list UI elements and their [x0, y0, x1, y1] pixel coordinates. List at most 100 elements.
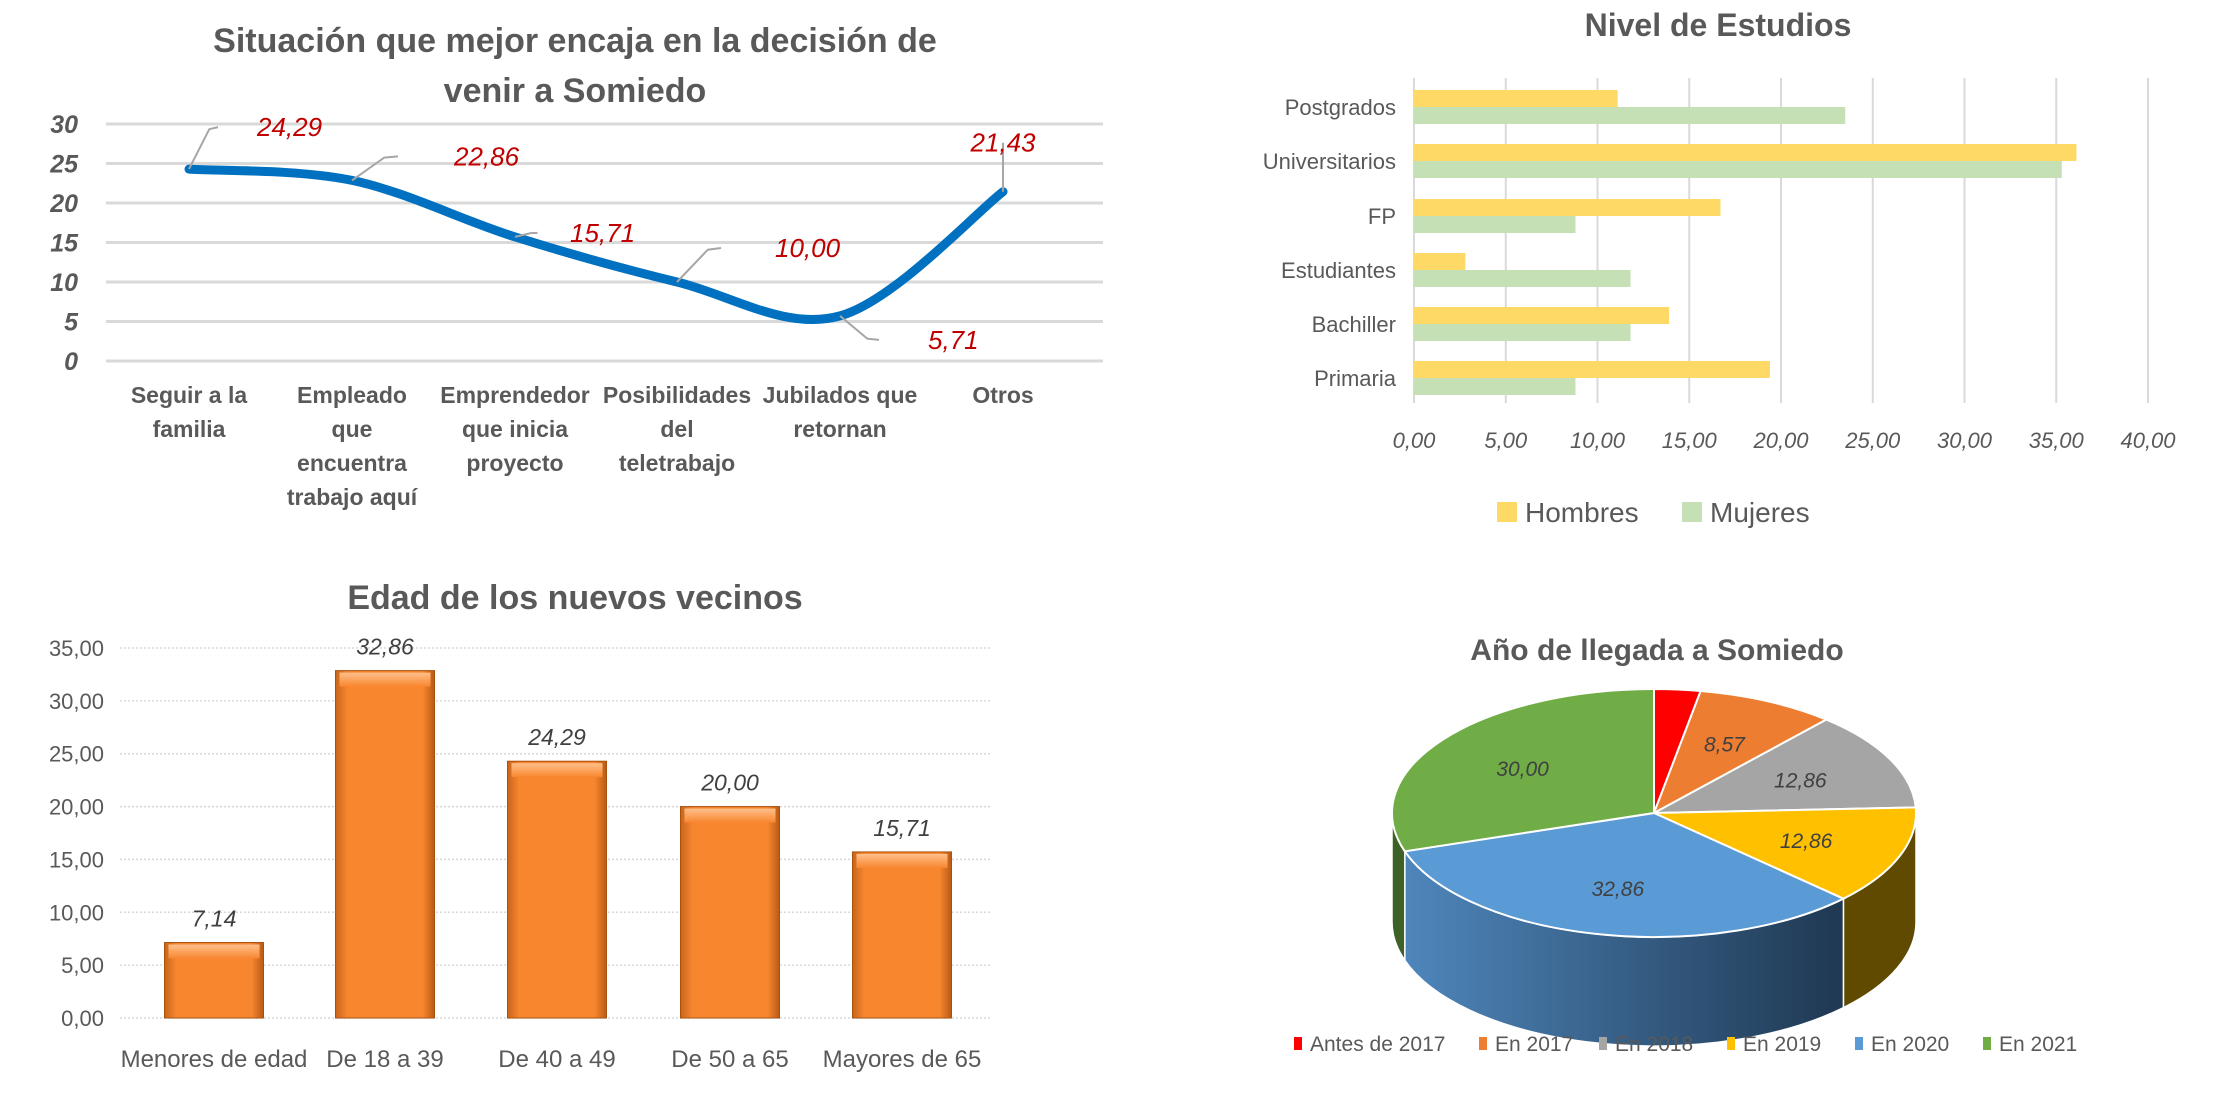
x-category-label: proyecto	[466, 450, 563, 476]
bar-hombres	[1414, 361, 1770, 378]
y-category-label: Estudiantes	[1281, 258, 1396, 283]
legend-label: Hombres	[1525, 497, 1639, 528]
legend-label: En 2019	[1743, 1033, 1821, 1056]
y-tick-label: 0,00	[61, 1006, 104, 1031]
bar-bevel	[168, 944, 260, 959]
x-tick-label: 35,00	[2029, 428, 2085, 453]
y-tick-label: 15	[50, 230, 79, 258]
pie-slice	[1653, 718, 1917, 814]
x-category-label: De 40 a 49	[498, 1046, 615, 1073]
pie-slice	[1391, 687, 1655, 853]
y-tick-label: 35,00	[49, 636, 104, 661]
leader-line	[676, 247, 722, 283]
x-tick-label: 40,00	[2120, 428, 2176, 453]
x-category-label: Jubilados que	[763, 382, 918, 408]
x-tick-label: 5,00	[1484, 428, 1528, 453]
y-category-label: Postgrados	[1285, 95, 1396, 120]
pie-slice	[1652, 689, 1829, 816]
bar-bevel	[856, 853, 948, 868]
x-category-label: retornan	[793, 416, 886, 442]
bar-mujeres	[1414, 378, 1576, 395]
leader-line	[351, 155, 399, 182]
y-tick-label: 25,00	[49, 742, 104, 767]
bar-hombres	[1414, 307, 1670, 324]
x-category-label: familia	[153, 416, 226, 442]
data-label: 5,71	[928, 325, 979, 355]
legend-swatch	[1682, 502, 1702, 522]
y-tick-label: 30,00	[49, 689, 104, 714]
bar	[507, 760, 607, 1019]
data-label: 12,86	[1774, 770, 1827, 793]
x-category-label: De 18 a 39	[326, 1046, 443, 1073]
data-label: 22,86	[453, 141, 520, 171]
pie-slice	[1403, 811, 1846, 938]
data-label: 21,43	[969, 128, 1036, 158]
data-label: 15,71	[873, 815, 931, 841]
x-category-label: Menores de edad	[121, 1046, 308, 1073]
legend-swatch	[1497, 502, 1517, 522]
bar-bevel	[339, 672, 431, 687]
y-tick-label: 10,00	[49, 900, 104, 925]
y-category-label: Universitarios	[1263, 149, 1396, 174]
y-category-label: Primaria	[1314, 366, 1397, 391]
x-category-label: que inicia	[462, 416, 568, 442]
legend-swatch	[1855, 1037, 1863, 1050]
y-tick-label: 5,00	[61, 953, 104, 978]
x-category-label: Mayores de 65	[823, 1046, 982, 1073]
y-tick-label: 20	[49, 190, 78, 218]
y-tick-label: 10	[50, 269, 78, 297]
y-category-label: Bachiller	[1312, 312, 1396, 337]
legend-label: Antes de 2017	[1310, 1033, 1445, 1056]
bar-mujeres	[1414, 270, 1631, 287]
bar-chart-nivel-estudios: Nivel de Estudios 0,00 5,00 10,00 15,00 20,00…	[1263, 7, 2177, 528]
y-tick-label: 5	[64, 309, 79, 337]
bar-mujeres	[1414, 324, 1631, 341]
bar-bevel	[511, 763, 603, 778]
x-tick-label: 15,00	[1662, 428, 1718, 453]
x-category-label: del	[660, 416, 693, 442]
x-category-label: que	[332, 416, 373, 442]
x-tick-label: 30,00	[1937, 428, 1993, 453]
data-label: 32,86	[356, 634, 414, 660]
series-line	[184, 164, 1008, 324]
bar-bevel	[684, 808, 776, 823]
data-label: 30,00	[1496, 758, 1549, 781]
data-label: 24,29	[256, 112, 322, 142]
data-label: 24,29	[527, 724, 586, 750]
x-tick-label: 20,00	[1752, 428, 1809, 453]
chart-title: Edad de los nuevos vecinos	[347, 579, 802, 617]
x-category-label: encuentra	[297, 450, 407, 476]
chart-title: Nivel de Estudios	[1585, 7, 1852, 43]
y-tick-label: 0	[64, 348, 78, 376]
y-tick-label: 25	[49, 151, 79, 179]
x-tick-label: 25,00	[1844, 428, 1901, 453]
pie-chart-ano-llegada: Año de llegada a Somiedo 8,57 12,86 12,86 32…	[1294, 634, 2077, 1056]
bar	[852, 851, 952, 1019]
data-label: 8,57	[1704, 734, 1746, 757]
bar-hombres	[1414, 144, 2077, 161]
leader-line	[514, 231, 538, 238]
y-tick-label: 30	[50, 111, 78, 139]
y-tick-label: 15,00	[49, 847, 104, 872]
x-category-label: teletrabajo	[619, 450, 735, 476]
data-label: 10,00	[775, 233, 841, 263]
bar-hombres	[1414, 90, 1618, 107]
chart-title-line: venir a Somiedo	[444, 72, 707, 110]
x-category-label: De 50 a 65	[671, 1046, 788, 1073]
pie-slice	[1653, 806, 1917, 900]
bar-chart-edad: Edad de los nuevos vecinos 0,00 5,00 10,00 1…	[49, 579, 990, 1073]
data-label: 7,14	[192, 906, 237, 932]
x-category-label: Posibilidades	[603, 382, 751, 408]
x-category-label: Emprendedor	[440, 382, 590, 408]
legend-label: En 2018	[1615, 1033, 1693, 1056]
bar	[335, 670, 435, 1019]
legend-swatch	[1983, 1037, 1991, 1050]
bar-hombres	[1414, 199, 1721, 216]
leader-line	[839, 315, 880, 341]
legend-label: En 2020	[1871, 1033, 1949, 1056]
legend-label: Mujeres	[1710, 497, 1810, 528]
x-tick-label: 0,00	[1393, 428, 1437, 453]
x-category-label: Seguir a la	[131, 382, 248, 408]
x-category-label: Otros	[972, 382, 1033, 408]
